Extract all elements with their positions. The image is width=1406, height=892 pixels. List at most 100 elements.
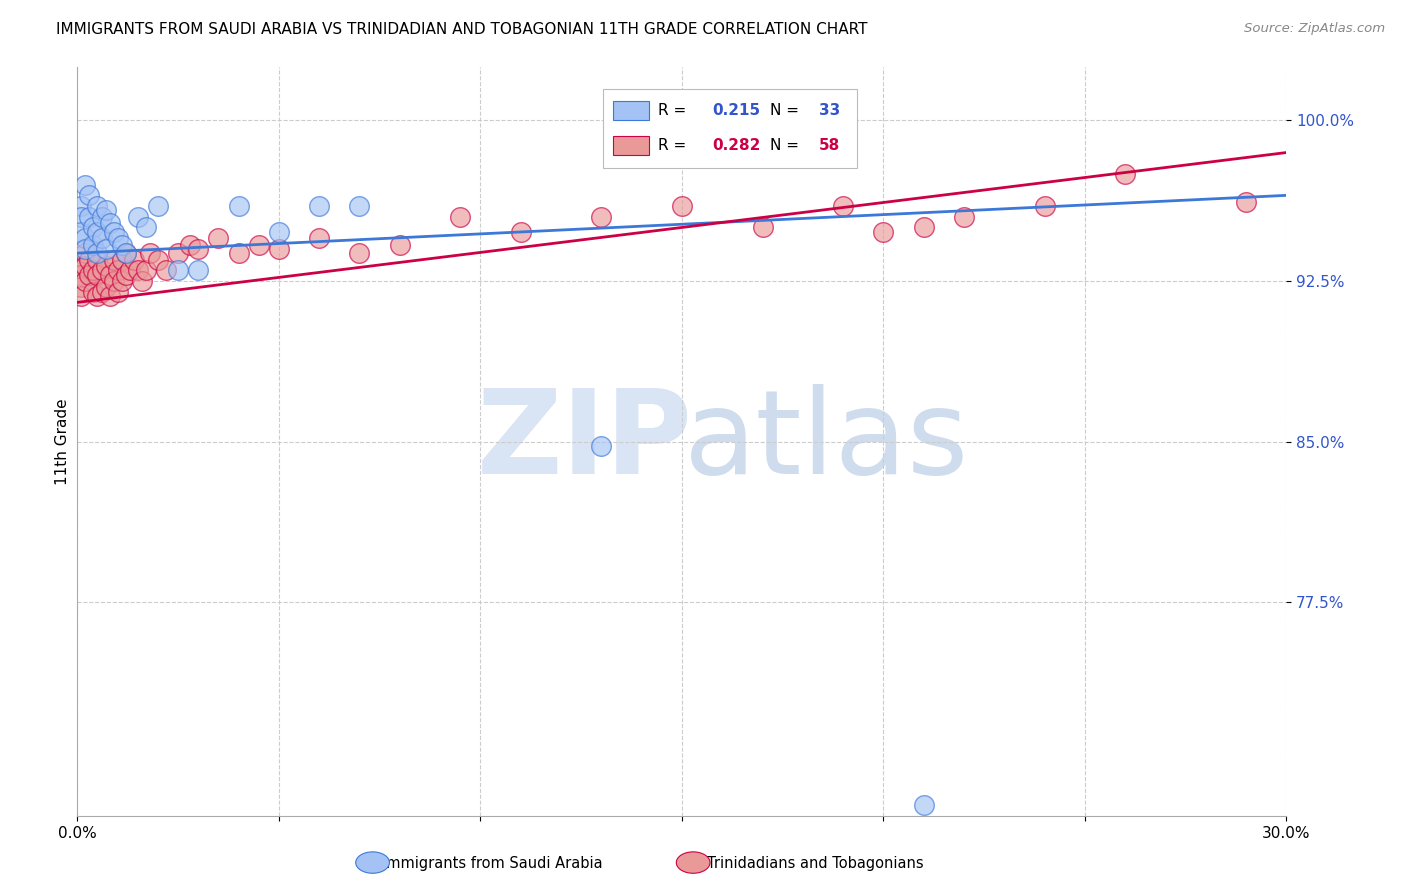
Point: [86, 246, 108, 260]
Point: [247, 237, 270, 252]
Point: [114, 246, 136, 260]
Text: Trinidadians and Tobagonians: Trinidadians and Tobagonians: [707, 856, 924, 871]
Point: [388, 237, 411, 252]
Point: [82, 285, 104, 299]
Point: [90, 263, 112, 277]
Point: [86, 225, 108, 239]
Point: [308, 231, 330, 245]
Point: [167, 246, 190, 260]
Point: [591, 439, 613, 453]
Point: [127, 210, 149, 224]
Point: [86, 199, 108, 213]
Point: [912, 798, 935, 813]
Point: [751, 220, 773, 235]
Point: [111, 252, 134, 267]
Bar: [613, 136, 650, 155]
Point: [94, 242, 117, 256]
Text: R =: R =: [658, 138, 690, 153]
Point: [207, 231, 229, 245]
Point: [103, 225, 125, 239]
Point: [228, 199, 250, 213]
Point: [131, 274, 153, 288]
Text: 33: 33: [818, 103, 839, 118]
Point: [118, 263, 141, 277]
Point: [98, 289, 121, 303]
Point: [75, 246, 97, 260]
Point: [98, 268, 121, 282]
Point: [832, 199, 855, 213]
Point: [107, 263, 129, 277]
Point: [114, 268, 136, 282]
Text: Immigrants from Saudi Arabia: Immigrants from Saudi Arabia: [382, 856, 602, 871]
Point: [103, 252, 125, 267]
Point: [953, 210, 976, 224]
Point: [349, 199, 371, 213]
Point: [79, 268, 101, 282]
Point: [912, 220, 935, 235]
Point: [107, 285, 129, 299]
Point: [75, 274, 97, 288]
Point: [267, 225, 290, 239]
FancyBboxPatch shape: [603, 89, 858, 168]
Point: [70, 268, 93, 282]
Point: [75, 259, 97, 273]
Point: [98, 216, 121, 230]
Point: [82, 220, 104, 235]
Point: [111, 237, 134, 252]
Text: IMMIGRANTS FROM SAUDI ARABIA VS TRINIDADIAN AND TOBAGONIAN 11TH GRADE CORRELATIO: IMMIGRANTS FROM SAUDI ARABIA VS TRINIDAD…: [56, 22, 868, 37]
Point: [94, 280, 117, 294]
Point: [103, 274, 125, 288]
Point: [70, 289, 93, 303]
Point: [79, 210, 101, 224]
Point: [122, 252, 145, 267]
Point: [70, 280, 93, 294]
Point: [79, 252, 101, 267]
Point: [135, 220, 157, 235]
Point: [267, 242, 290, 256]
Text: atlas: atlas: [685, 384, 970, 499]
Point: [591, 210, 613, 224]
Point: [509, 225, 531, 239]
Point: [872, 225, 894, 239]
Point: [146, 199, 169, 213]
Point: [671, 199, 693, 213]
Point: [1114, 167, 1136, 181]
Bar: [613, 101, 650, 120]
Point: [82, 237, 104, 252]
Point: [127, 263, 149, 277]
Point: [1234, 194, 1257, 209]
Point: [114, 246, 136, 260]
Point: [308, 199, 330, 213]
Point: [179, 237, 201, 252]
Point: [94, 259, 117, 273]
Point: [70, 259, 93, 273]
Point: [155, 263, 177, 277]
Point: [90, 210, 112, 224]
Text: 0.215: 0.215: [713, 103, 761, 118]
Point: [111, 274, 134, 288]
Text: ZIP: ZIP: [477, 384, 693, 499]
Point: [139, 246, 162, 260]
Point: [70, 199, 93, 213]
Point: [75, 178, 97, 192]
Y-axis label: 11th Grade: 11th Grade: [55, 398, 70, 485]
Point: [90, 285, 112, 299]
Point: [86, 268, 108, 282]
Point: [135, 263, 157, 277]
Point: [167, 263, 190, 277]
Point: [70, 210, 93, 224]
Point: [1033, 199, 1056, 213]
Text: 0.282: 0.282: [713, 138, 761, 153]
Point: [79, 188, 101, 202]
Text: N =: N =: [770, 138, 804, 153]
Point: [187, 263, 209, 277]
Point: [90, 231, 112, 245]
Point: [75, 242, 97, 256]
Text: N =: N =: [770, 103, 804, 118]
Point: [82, 263, 104, 277]
Point: [146, 252, 169, 267]
Point: [228, 246, 250, 260]
Point: [187, 242, 209, 256]
Text: Source: ZipAtlas.com: Source: ZipAtlas.com: [1244, 22, 1385, 36]
Point: [349, 246, 371, 260]
